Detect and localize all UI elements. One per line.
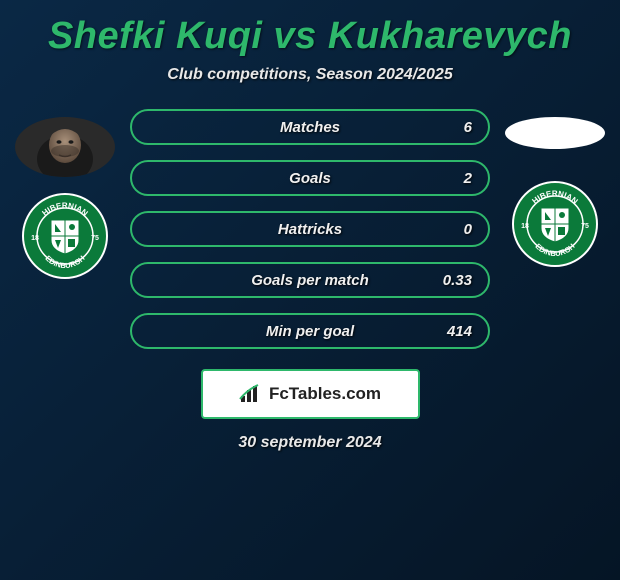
stat-label: Min per goal: [266, 323, 354, 340]
stat-bar-goals: Goals 2: [130, 160, 490, 196]
svg-text:18: 18: [31, 235, 39, 242]
stat-bar-hattricks: Hattricks 0: [130, 211, 490, 247]
player1-column: HIBERNIAN EDINBURGH 18 75: [10, 109, 120, 280]
stat-value-right: 414: [447, 323, 472, 340]
date-label: 30 september 2024: [0, 434, 620, 452]
svg-text:75: 75: [581, 223, 589, 230]
stat-label: Hattricks: [278, 221, 342, 238]
subtitle: Club competitions, Season 2024/2025: [0, 66, 620, 84]
stat-value-right: 0: [464, 221, 472, 238]
player2-club-badge: HIBERNIAN EDINBURGH 18 75: [511, 180, 599, 268]
logo-text: FcTables.com: [269, 384, 381, 404]
page-title: Shefki Kuqi vs Kukharevych: [0, 15, 620, 58]
player2-column: HIBERNIAN EDINBURGH 18 75: [500, 109, 610, 268]
stats-column: Matches 6 Goals 2 Hattricks 0 Goals per …: [130, 109, 490, 349]
comparison-card: Shefki Kuqi vs Kukharevych Club competit…: [0, 0, 620, 462]
site-logo[interactable]: FcTables.com: [201, 369, 420, 419]
svg-text:18: 18: [521, 223, 529, 230]
content-row: HIBERNIAN EDINBURGH 18 75: [0, 109, 620, 349]
stat-value-right: 2: [464, 170, 472, 187]
stat-value-right: 0.33: [443, 272, 472, 289]
stat-bar-min-per-goal: Min per goal 414: [130, 313, 490, 349]
stat-label: Matches: [280, 119, 340, 136]
stat-bar-matches: Matches 6: [130, 109, 490, 145]
stat-label: Goals per match: [251, 272, 369, 289]
stat-label: Goals: [289, 170, 331, 187]
player1-avatar: [15, 117, 115, 177]
stat-bar-goals-per-match: Goals per match 0.33: [130, 262, 490, 298]
bar-chart-icon: [239, 384, 263, 404]
player1-club-badge: HIBERNIAN EDINBURGH 18 75: [21, 192, 109, 280]
stat-value-right: 6: [464, 119, 472, 136]
svg-text:75: 75: [91, 235, 99, 242]
player2-avatar: [505, 117, 605, 149]
